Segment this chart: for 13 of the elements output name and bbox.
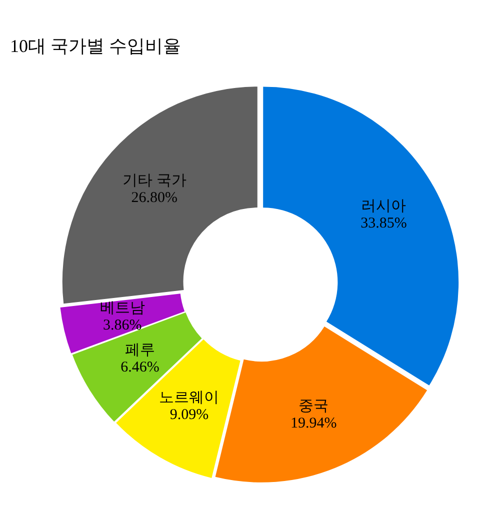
data-label: 19.94% bbox=[290, 415, 337, 432]
slice-label: 러시아 bbox=[361, 198, 406, 215]
slice-label: 페루 bbox=[124, 342, 155, 358]
slice-label: 중국 bbox=[298, 398, 329, 414]
slice-label: 베트남 bbox=[100, 300, 145, 316]
data-label: 6.46% bbox=[120, 359, 160, 376]
data-label: 26.80% bbox=[131, 190, 178, 206]
chart-title: 10대 국가별 수입비율 bbox=[9, 35, 182, 58]
data-label: 33.85% bbox=[360, 216, 407, 232]
data-label: 3.86% bbox=[102, 317, 142, 334]
data-label: 9.09% bbox=[170, 407, 209, 424]
slice-label: 노르웨이 bbox=[159, 390, 220, 406]
slice-label: 기타 국가 bbox=[122, 173, 186, 190]
